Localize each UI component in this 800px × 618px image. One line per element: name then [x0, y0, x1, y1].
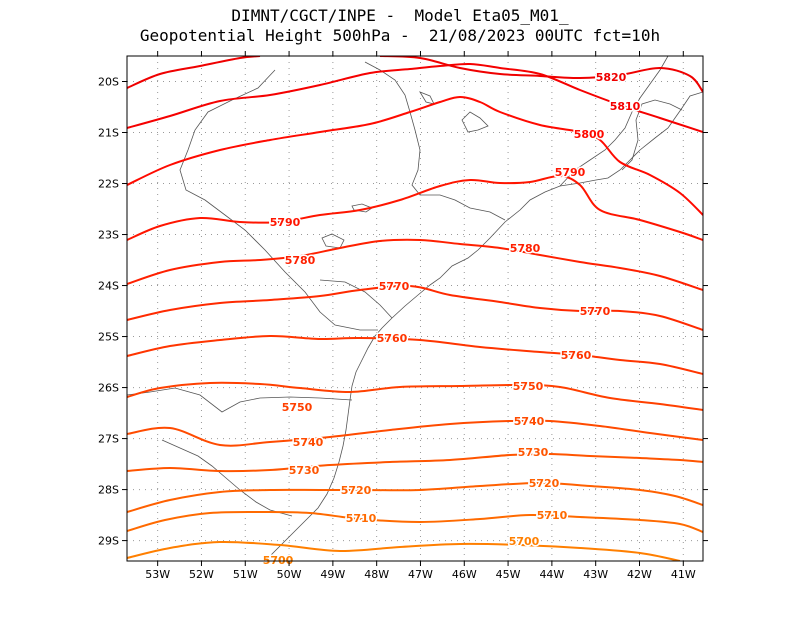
reservoir	[321, 233, 345, 249]
coastline	[261, 91, 703, 561]
lon-tick-label: 48W	[364, 568, 389, 581]
contour-label-5800: 5800	[574, 128, 605, 141]
contour-label-5790: 5790	[270, 216, 301, 229]
contour-label-5770: 5770	[580, 305, 611, 318]
map-title-line1: DIMNT/CGCT/INPE - Model Eta05_M01_	[231, 6, 569, 25]
contour-label-5790: 5790	[555, 166, 586, 179]
contour-label-5710: 5710	[346, 512, 377, 525]
lat-tick-label: 29S	[98, 535, 119, 548]
contour-label-5710: 5710	[537, 509, 568, 522]
contour-label-5770: 5770	[379, 280, 410, 293]
contour-label-5740: 5740	[514, 415, 545, 428]
state-border	[364, 61, 506, 221]
contour-label-5750: 5750	[282, 401, 313, 414]
state-border	[179, 69, 378, 331]
geopotential-contours	[127, 56, 703, 561]
lon-tick-label: 42W	[627, 568, 652, 581]
map-title-line2: Geopotential Height 500hPa - 21/08/2023 …	[139, 26, 661, 45]
contour-5740	[127, 419, 703, 447]
contour-5750	[127, 381, 703, 411]
lon-tick-label: 51W	[233, 568, 258, 581]
contour-5800	[127, 95, 703, 216]
lat-tick-label: 24S	[98, 280, 119, 293]
state-border	[559, 56, 669, 187]
contour-5720	[127, 481, 703, 513]
contour-5710	[127, 510, 703, 533]
lat-tick-label: 23S	[98, 229, 119, 242]
lat-tick-label: 28S	[98, 484, 119, 497]
lon-tick-label: 47W	[408, 568, 433, 581]
reservoir	[461, 111, 489, 133]
lat-tick-label: 21S	[98, 127, 119, 140]
contour-5820	[127, 56, 261, 89]
contour-5700	[127, 540, 681, 561]
contour-label-5780: 5780	[285, 254, 316, 267]
contour-label-5730: 5730	[518, 446, 549, 459]
lat-tick-label: 26S	[98, 382, 119, 395]
lon-tick-label: 50W	[277, 568, 302, 581]
contour-label-5820: 5820	[596, 71, 627, 84]
reservoir	[351, 203, 373, 213]
lon-tick-label: 53W	[145, 568, 170, 581]
lon-tick-label: 43W	[583, 568, 608, 581]
contour-label-5700: 5700	[509, 535, 540, 548]
contour-label-5760: 5760	[561, 349, 592, 362]
lon-tick-label: 49W	[320, 568, 345, 581]
lon-tick-label: 46W	[452, 568, 477, 581]
contour-label-5720: 5720	[341, 484, 372, 497]
contour-label-5810: 5810	[610, 100, 641, 113]
state-border	[161, 439, 293, 517]
lon-tick-label: 45W	[496, 568, 521, 581]
contour-5820	[379, 56, 703, 93]
contour-5790	[127, 174, 703, 241]
lon-tick-label: 52W	[189, 568, 214, 581]
state-border	[319, 279, 393, 319]
lon-tick-label: 44W	[539, 568, 564, 581]
lat-tick-label: 25S	[98, 331, 119, 344]
lat-tick-label: 27S	[98, 433, 119, 446]
state-border	[127, 387, 353, 413]
map-frame	[126, 55, 704, 562]
contour-label-5720: 5720	[529, 477, 560, 490]
contour-label-5780: 5780	[510, 242, 541, 255]
lat-lon-grid	[127, 56, 703, 561]
contour-5730	[127, 452, 703, 473]
contour-5780	[127, 238, 703, 291]
lon-tick-label: 41W	[671, 568, 696, 581]
lat-tick-label: 20S	[98, 76, 119, 89]
reservoir	[419, 91, 435, 105]
map-axes: 20S 21S 22S 23S 24S 25S 26S 27S 28S 29S 53W 52W 51W 5…	[98, 51, 708, 581]
contour-label-5760: 5760	[377, 332, 408, 345]
contour-5770	[127, 284, 703, 331]
lat-tick-label: 22S	[98, 178, 119, 191]
contour-5760	[127, 334, 703, 375]
contour-label-5740: 5740	[293, 436, 324, 449]
contour-label-5730: 5730	[289, 464, 320, 477]
coastline-and-borders	[127, 56, 703, 561]
contour-5810	[127, 62, 703, 133]
contour-label-5750: 5750	[513, 380, 544, 393]
